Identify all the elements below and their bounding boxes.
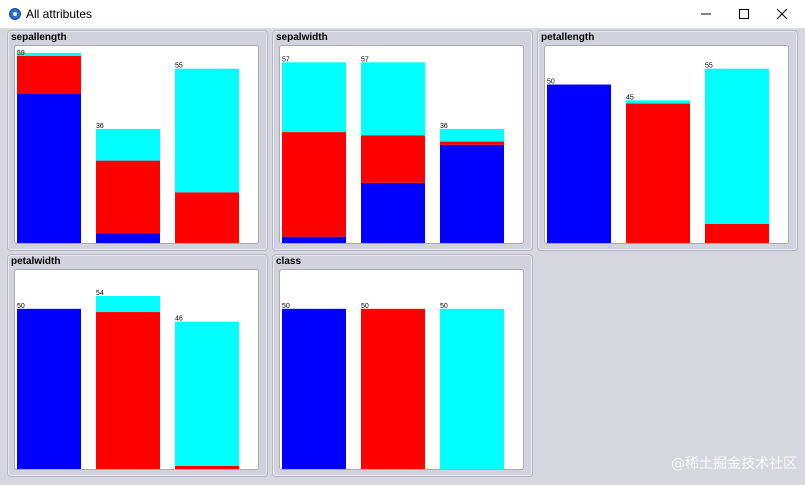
bar-count-label: 50 — [440, 303, 448, 310]
plot-area: 50 45 55 — [544, 45, 789, 244]
bar-segment-red — [705, 223, 769, 243]
bar-count-label: 59 — [17, 50, 25, 57]
bar-count-label: 36 — [440, 123, 448, 130]
bar-count-label: 55 — [175, 63, 183, 70]
bar-segment-red — [17, 56, 81, 95]
title-bar: All attributes — [0, 0, 805, 29]
bar-count-label: 57 — [361, 56, 369, 63]
bar-segment-blue — [282, 236, 346, 243]
minimize-icon — [701, 13, 711, 15]
bar-segment-blue — [17, 308, 81, 469]
chart-panel-sepallength: sepallength 59 36 55 — [7, 30, 268, 251]
window-title: All attributes — [26, 7, 93, 21]
bar-segment-blue — [96, 233, 160, 243]
bar-count-label: 55 — [705, 63, 713, 70]
close-icon — [777, 9, 787, 19]
chart-svg: 50 54 46 — [17, 290, 239, 469]
plot-area: 59 36 55 — [14, 45, 259, 244]
bar-segment-cyan — [626, 100, 690, 104]
bar-segment-red — [96, 160, 160, 234]
panel-title: sepallength — [11, 32, 67, 43]
close-button[interactable] — [762, 0, 802, 28]
bar-segment-cyan — [705, 68, 769, 224]
bar-count-label: 46 — [175, 316, 183, 323]
app-icon — [9, 8, 21, 20]
bar-segment-red — [96, 312, 160, 469]
chart-panel-petalwidth: petalwidth 50 54 46 — [7, 254, 268, 477]
panel-title: petallength — [541, 32, 595, 43]
bar-segment-cyan — [440, 128, 504, 142]
bar-segment-blue — [361, 182, 425, 243]
bar-segment-red — [361, 308, 425, 469]
bar-segment-red — [440, 141, 504, 145]
bar-segment-cyan — [175, 321, 239, 466]
chart-panel-class: class 50 50 50 — [272, 254, 533, 477]
bar-segment-blue — [547, 84, 611, 243]
bar-count-label: 57 — [282, 56, 290, 63]
bar-segment-cyan — [361, 62, 425, 136]
chart-svg: 50 50 50 — [282, 303, 504, 469]
minimize-button[interactable] — [686, 0, 726, 28]
panel-title: class — [276, 256, 302, 267]
chart-panel-petallength: petallength 50 45 55 — [537, 30, 798, 251]
bar-count-label: 36 — [96, 123, 104, 130]
plot-area: 50 50 50 — [279, 269, 524, 470]
maximize-button[interactable] — [724, 0, 764, 28]
chart-panel-sepalwidth: sepalwidth 57 57 36 — [272, 30, 533, 251]
bar-segment-cyan — [96, 128, 160, 161]
plot-area: 57 57 36 — [279, 45, 524, 244]
bar-segment-red — [175, 465, 239, 469]
panel-title: sepalwidth — [276, 32, 328, 43]
bar-count-label: 54 — [96, 290, 104, 297]
bar-segment-blue — [282, 308, 346, 469]
chart-svg: 50 45 55 — [547, 63, 769, 243]
bar-count-label: 50 — [361, 303, 369, 310]
watermark-text: @稀土掘金技术社区 — [671, 456, 797, 472]
bar-segment-red — [626, 103, 690, 243]
bar-count-label: 50 — [17, 303, 25, 310]
panel-title: petalwidth — [11, 256, 61, 267]
chart-svg: 59 36 55 — [17, 50, 239, 243]
bar-segment-red — [282, 132, 346, 237]
maximize-icon — [739, 9, 749, 19]
bar-segment-cyan — [175, 68, 239, 193]
bar-segment-cyan — [440, 308, 504, 469]
bar-segment-cyan — [282, 62, 346, 133]
chart-svg: 57 57 36 — [282, 56, 504, 243]
bar-count-label: 50 — [547, 79, 555, 86]
bar-segment-blue — [17, 94, 81, 243]
bar-count-label: 50 — [282, 303, 290, 310]
plot-area: 50 54 46 — [14, 269, 259, 470]
bar-segment-red — [361, 135, 425, 183]
bar-segment-cyan — [96, 296, 160, 313]
bar-segment-blue — [440, 144, 504, 243]
bar-segment-cyan — [17, 52, 81, 56]
bar-segment-red — [175, 192, 239, 243]
bar-count-label: 45 — [626, 94, 634, 101]
